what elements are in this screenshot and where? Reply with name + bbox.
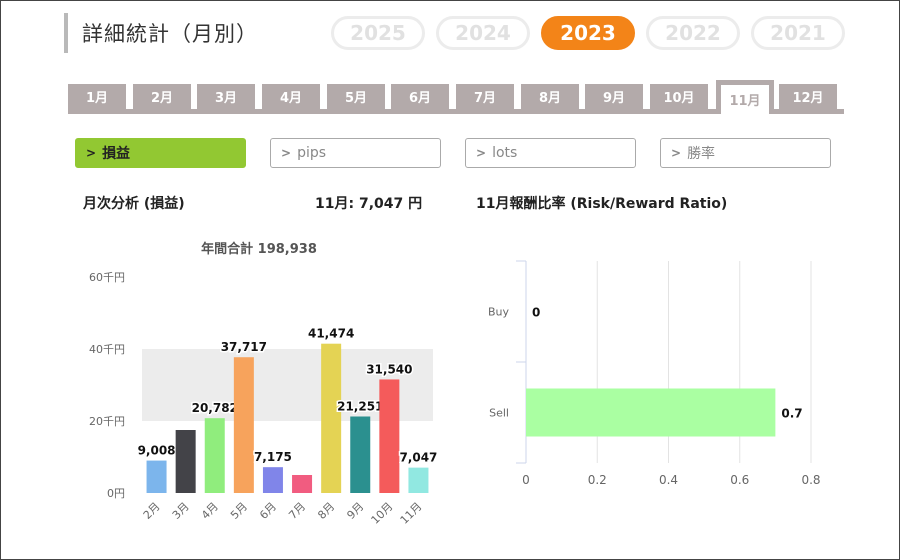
bar [175, 430, 196, 493]
bar [146, 460, 167, 493]
metric-button-profit[interactable]: > 損益 [75, 138, 246, 168]
tab-month-10[interactable]: 10月 [650, 84, 708, 109]
metric-label: 勝率 [687, 146, 716, 162]
data-label: 41,474 [308, 327, 354, 341]
grid-band [142, 349, 433, 421]
x-tick-label: 4月 [199, 500, 221, 522]
x-tick-label: 0 [522, 473, 530, 487]
month-tabs: 1月 2月 3月 4月 5月 6月 7月 8月 9月 10月 11月 12月 [68, 80, 844, 114]
year-pill-2025[interactable]: 2025 [331, 16, 425, 50]
x-tick-label: 0.8 [801, 473, 820, 487]
x-tick-label: 2月 [141, 500, 163, 522]
tab-month-6[interactable]: 6月 [391, 84, 449, 109]
data-label: 9,008 [138, 444, 176, 458]
y-tick-label: 60千円 [89, 271, 125, 284]
x-tick-label: 0.2 [588, 473, 607, 487]
year-pill-2021[interactable]: 2021 [751, 16, 845, 50]
bar [292, 475, 313, 493]
bar [262, 467, 283, 493]
data-label: 37,717 [221, 340, 267, 354]
data-label: 7,047 [399, 451, 437, 465]
year-pill-2024[interactable]: 2024 [436, 16, 530, 50]
x-tick-label: 11月 [398, 500, 425, 527]
metric-button-lots[interactable]: > lots [465, 138, 636, 168]
chart-title: 年間合計 198,938 [201, 241, 317, 257]
metric-button-pips[interactable]: > pips [270, 138, 441, 168]
x-tick-label: 7月 [286, 500, 308, 522]
data-label: 20,782 [192, 401, 238, 415]
tab-month-11[interactable]: 11月 [716, 80, 774, 114]
data-label: 0.7 [781, 407, 802, 421]
title-bar: 詳細統計（月別） [64, 13, 258, 53]
metric-label: pips [297, 145, 327, 161]
chevron-right-icon: > [86, 146, 97, 160]
tab-month-9[interactable]: 9月 [585, 84, 643, 109]
tab-month-12[interactable]: 12月 [779, 84, 837, 109]
x-tick-label: 3月 [170, 500, 192, 522]
data-label: 7,175 [254, 450, 292, 464]
tab-month-3[interactable]: 3月 [197, 84, 255, 109]
bar [408, 467, 429, 493]
data-label: 31,540 [366, 362, 412, 376]
bar [526, 388, 776, 437]
x-tick-label: 8月 [315, 500, 337, 522]
chevron-right-icon: > [476, 146, 487, 160]
chevron-right-icon: > [281, 146, 292, 160]
y-tick-label: Sell [489, 407, 509, 420]
x-tick-label: 6月 [257, 500, 279, 522]
bar [321, 343, 342, 493]
chevron-right-icon: > [671, 146, 682, 160]
metric-button-winrate[interactable]: > 勝率 [660, 138, 831, 168]
tab-month-8[interactable]: 8月 [521, 84, 579, 109]
tab-month-5[interactable]: 5月 [327, 84, 385, 109]
tab-month-7[interactable]: 7月 [456, 84, 514, 109]
metric-label: lots [492, 145, 518, 161]
x-tick-label: 10月 [369, 500, 396, 527]
bar [379, 379, 400, 493]
month-summary-value: 11月: 7,047 円 [315, 196, 423, 212]
x-tick-label: 0.6 [730, 473, 749, 487]
bar [233, 357, 254, 493]
y-tick-label: 0円 [107, 487, 125, 500]
page-title: 詳細統計（月別） [82, 22, 258, 46]
year-pill-2023[interactable]: 2023 [541, 16, 635, 50]
monthly-analysis-label: 月次分析 (損益) [83, 196, 185, 212]
data-label: 0 [532, 306, 540, 320]
year-pill-2022[interactable]: 2022 [646, 16, 740, 50]
x-tick-label: 0.4 [659, 473, 678, 487]
x-tick-label: 9月 [344, 500, 366, 522]
data-label: 21,251 [337, 399, 383, 413]
y-tick-label: Buy [488, 306, 510, 319]
y-tick-label: 20千円 [89, 415, 125, 428]
tab-month-1[interactable]: 1月 [68, 84, 126, 109]
bar [350, 416, 371, 493]
tab-month-4[interactable]: 4月 [262, 84, 320, 109]
metric-label: 損益 [102, 146, 131, 162]
x-tick-label: 5月 [228, 500, 250, 522]
tab-month-2[interactable]: 2月 [133, 84, 191, 109]
bar [204, 418, 225, 493]
rr-chart-title: 11月報酬比率 (Risk/Reward Ratio) [476, 196, 728, 212]
y-tick-label: 40千円 [89, 343, 125, 356]
year-selector: 2025 2024 2023 2022 2021 [331, 16, 845, 50]
